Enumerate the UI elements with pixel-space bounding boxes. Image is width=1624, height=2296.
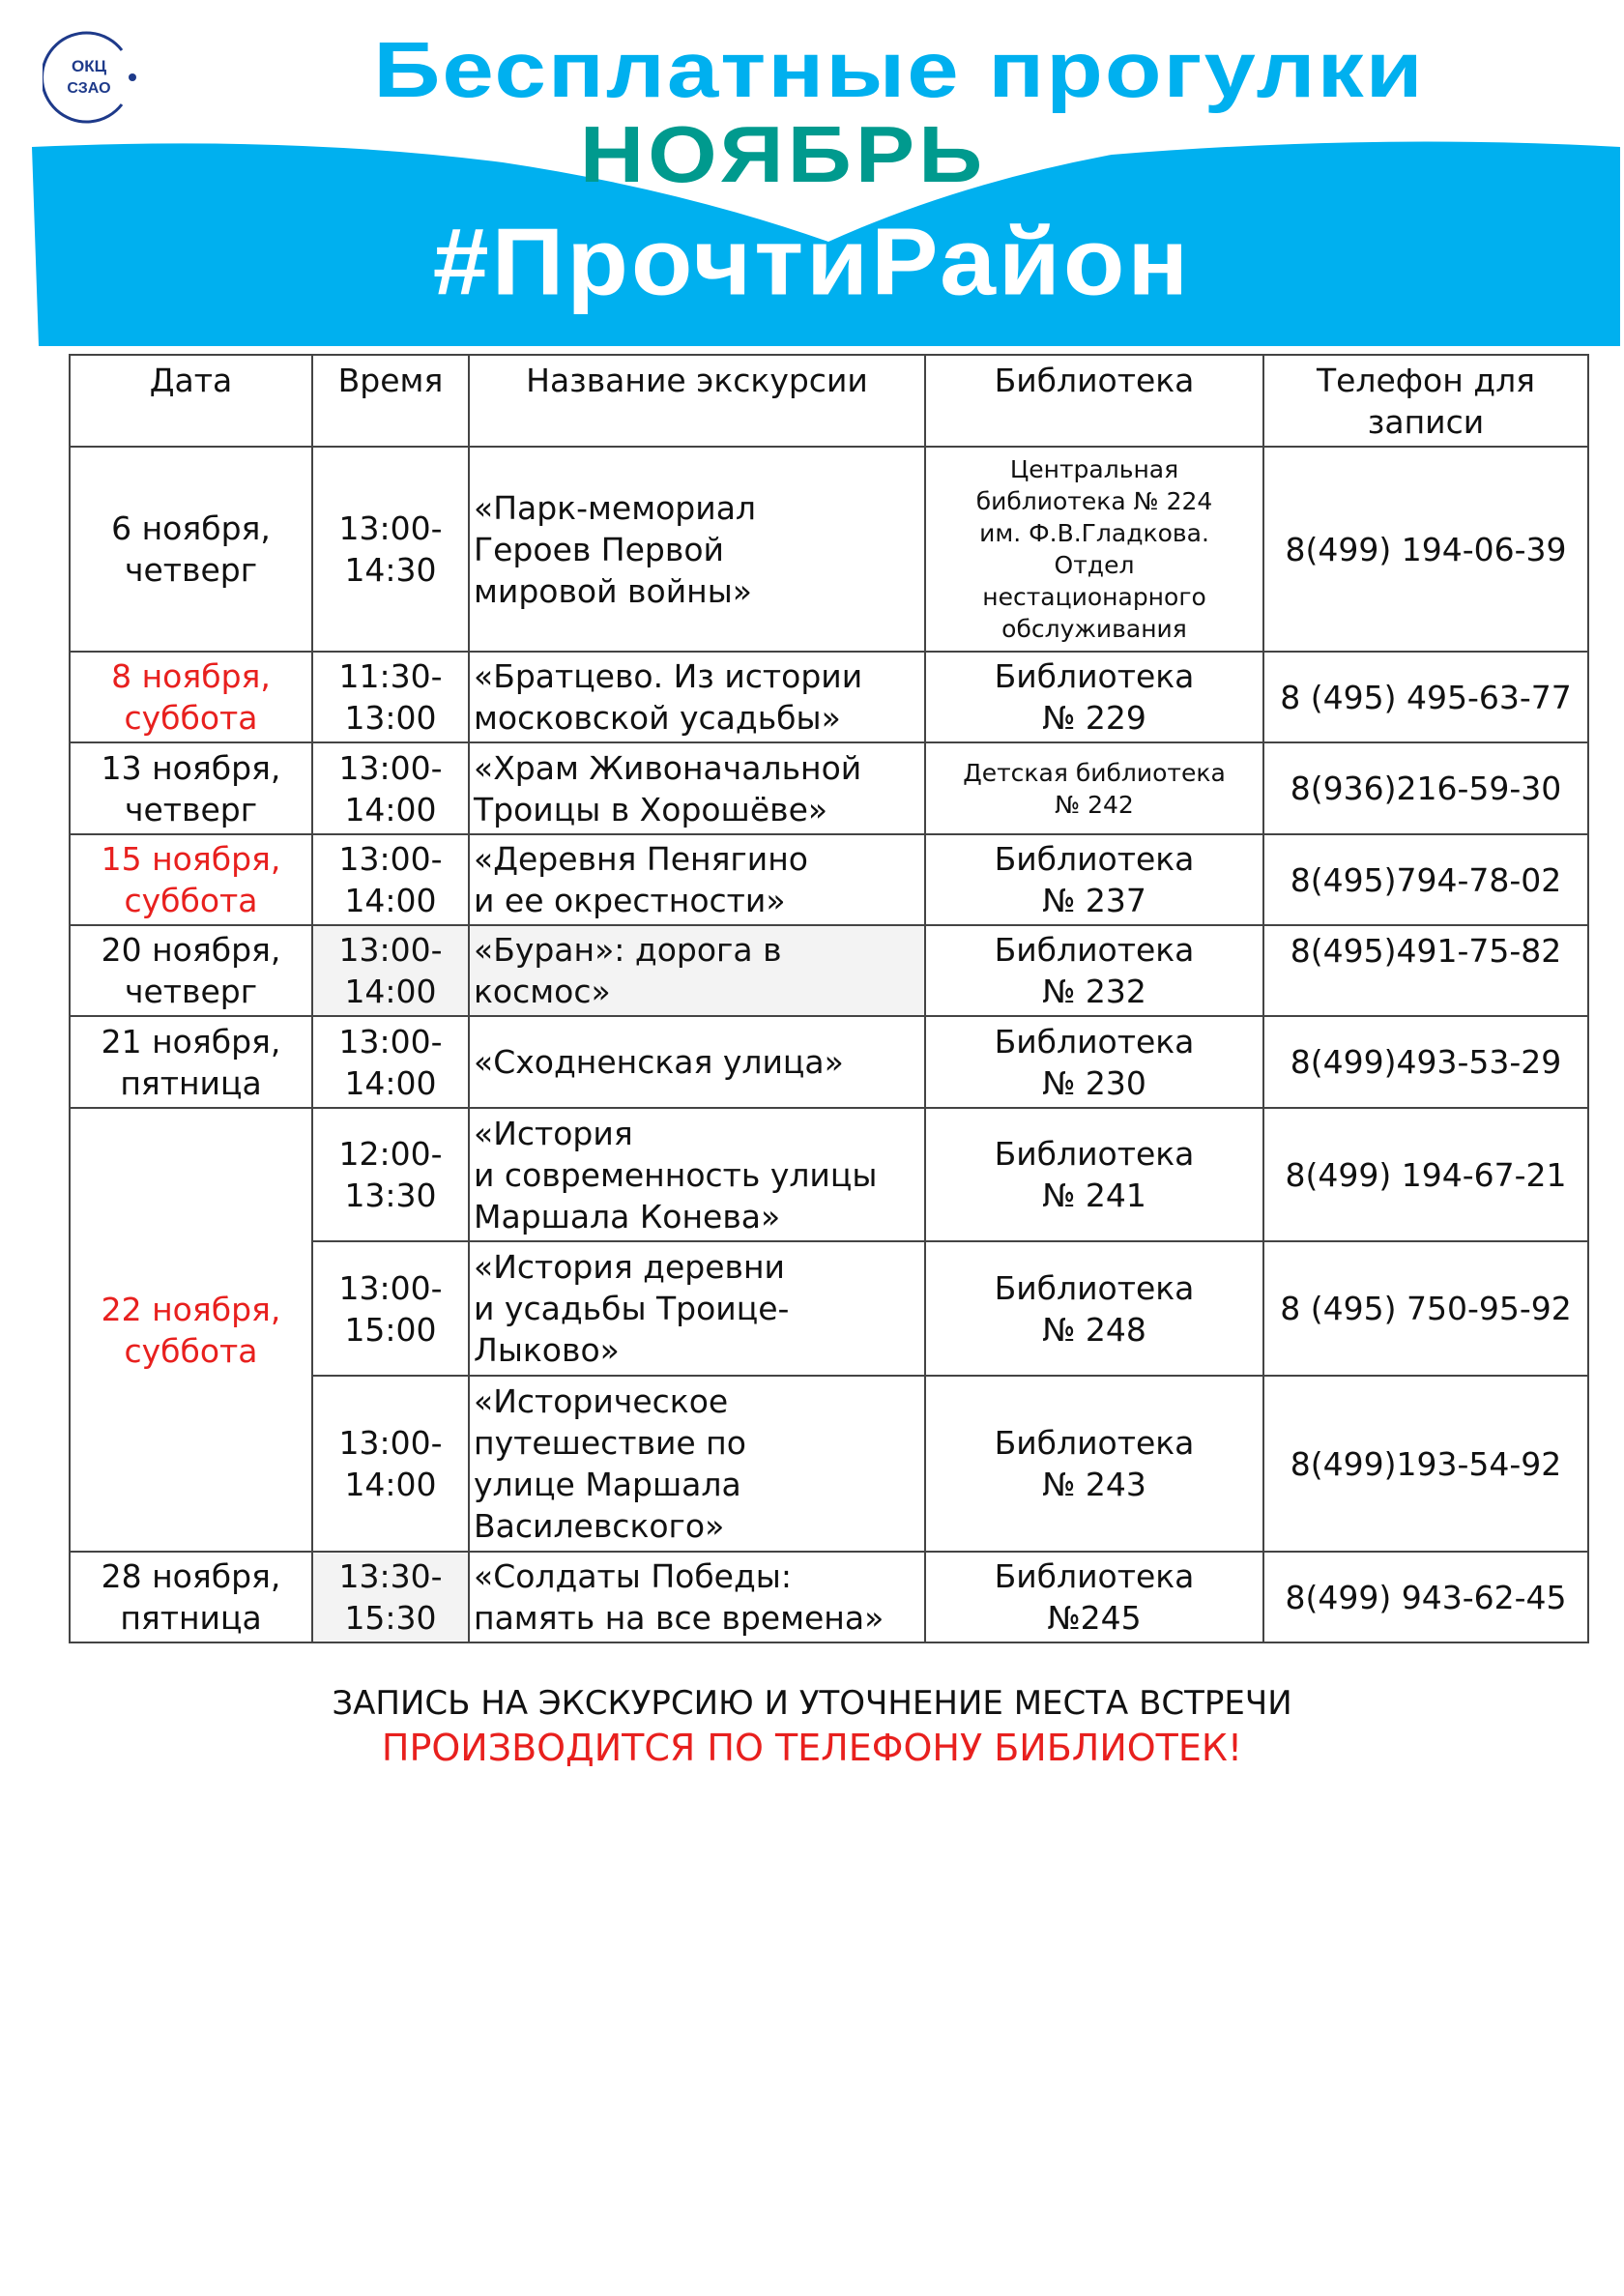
library-cell: Библиотека №245 <box>924 1551 1264 1643</box>
time-cell: 13:00- 14:00 <box>311 833 470 926</box>
table-header-row: Дата Время Название экскурсии Библиотека… <box>69 354 1589 448</box>
svg-text:СЗАО: СЗАО <box>67 80 110 97</box>
column-header-library: Библиотека <box>924 354 1264 448</box>
library-cell: Библиотека № 237 <box>924 833 1264 926</box>
time-cell: 13:30- 15:30 <box>311 1551 470 1643</box>
excursion-name-cell: «Буран»: дорога в космос» <box>468 924 926 1017</box>
table-row: 22 ноября, суббота 12:00- 13:30 «История… <box>69 1107 1589 1553</box>
excursion-name-cell: «История и современность улицы Маршала К… <box>468 1107 926 1242</box>
excursion-name-cell: «Историческое путешествие по улице Марша… <box>468 1375 926 1553</box>
library-cell: Библиотека № 232 <box>924 924 1264 1017</box>
banner-background <box>32 141 1620 346</box>
footer-note-emphasis: ПРОИЗВОДИТСЯ ПО ТЕЛЕФОНУ БИБЛИОТЕК! <box>381 1727 1243 1769</box>
phone-cell: 8(499) 194-67-21 <box>1262 1107 1589 1242</box>
time-cell: 13:00- 14:00 <box>311 1015 470 1109</box>
phone-cell: 8 (495) 495-63-77 <box>1262 651 1589 743</box>
library-cell: Библиотека № 241 <box>924 1107 1264 1242</box>
excursion-name-cell: «Парк-мемориал Героев Первой мировой вой… <box>468 446 926 653</box>
library-cell: Центральная библиотека № 224 им. Ф.В.Гла… <box>924 446 1264 653</box>
date-cell: 15 ноября, суббота <box>69 833 313 926</box>
date-cell: 6 ноября, четверг <box>69 446 313 653</box>
excursion-name-cell: «Солдаты Победы: память на все времена» <box>468 1551 926 1643</box>
phone-cell: 8(495)794-78-02 <box>1262 833 1589 926</box>
library-cell: Библиотека № 243 <box>924 1375 1264 1553</box>
date-cell: 22 ноября, суббота <box>69 1107 313 1553</box>
excursion-name-cell: «Братцево. Из истории московской усадьбы… <box>468 651 926 743</box>
hashtag-title: #ПрочтиРайон <box>432 208 1192 316</box>
phone-cell: 8 (495) 750-95-92 <box>1262 1240 1589 1377</box>
library-cell: Библиотека № 230 <box>924 1015 1264 1109</box>
time-cell: 13:00- 15:00 <box>311 1240 470 1377</box>
phone-cell: 8(499)193-54-92 <box>1262 1375 1589 1553</box>
time-cell: 12:00- 13:30 <box>311 1107 470 1242</box>
table-row: 13:00- 15:00 «История деревни и усадьбы … <box>70 1240 1589 1377</box>
library-cell: Библиотека № 229 <box>924 651 1264 743</box>
column-header-name: Название экскурсии <box>468 354 926 448</box>
phone-cell: 8(499) 943-62-45 <box>1262 1551 1589 1643</box>
column-header-time: Время <box>311 354 470 448</box>
phone-cell: 8(936)216-59-30 <box>1262 741 1589 835</box>
phone-cell: 8(499)493-53-29 <box>1262 1015 1589 1109</box>
excursion-name-cell: «Деревня Пенягино и ее окрестности» <box>468 833 926 926</box>
table-row: 8 ноября, суббота 11:30- 13:00 «Братцево… <box>69 651 1589 743</box>
excursion-schedule-table: Дата Время Название экскурсии Библиотека… <box>69 354 1589 1643</box>
page-title: Бесплатные прогулки <box>373 26 1425 115</box>
okc-szao-logo: ОКЦ СЗАО <box>43 31 136 124</box>
phone-cell: 8(495)491-75-82 <box>1262 924 1589 1017</box>
excursion-name-cell: «История деревни и усадьбы Троице- Лыков… <box>468 1240 926 1377</box>
svg-text:ОКЦ: ОКЦ <box>72 57 107 75</box>
time-cell: 13:00- 14:30 <box>311 446 470 653</box>
date-cell: 13 ноября, четверг <box>69 741 313 835</box>
date-cell: 20 ноября, четверг <box>69 924 313 1017</box>
time-cell: 13:00- 14:00 <box>311 741 470 835</box>
library-cell: Детская библиотека № 242 <box>924 741 1264 835</box>
table-row: 6 ноября, четверг 13:00- 14:30 «Парк-мем… <box>69 446 1589 653</box>
table-row: 20 ноября, четверг 13:00- 14:00 «Буран»:… <box>69 924 1589 1017</box>
time-cell: 13:00- 14:00 <box>311 1375 470 1553</box>
table-row: 28 ноября, пятница 13:30- 15:30 «Солдаты… <box>69 1551 1589 1643</box>
phone-cell: 8(499) 194-06-39 <box>1262 446 1589 653</box>
excursion-name-cell: «Сходненская улица» <box>468 1015 926 1109</box>
table-row: 21 ноября, пятница 13:00- 14:00 «Сходнен… <box>69 1015 1589 1109</box>
date-cell: 28 ноября, пятница <box>69 1551 313 1643</box>
date-cell: 21 ноября, пятница <box>69 1015 313 1109</box>
date-cell: 8 ноября, суббота <box>69 651 313 743</box>
month-title: НОЯБРЬ <box>579 110 987 199</box>
excursion-name-cell: «Храм Живоначальной Троицы в Хорошёве» <box>468 741 926 835</box>
column-header-phone: Телефон для записи <box>1262 354 1589 448</box>
table-row: 13 ноября, четверг 13:00- 14:00 «Храм Жи… <box>69 741 1589 835</box>
time-cell: 13:00- 14:00 <box>311 924 470 1017</box>
column-header-date: Дата <box>69 354 313 448</box>
time-cell: 11:30- 13:00 <box>311 651 470 743</box>
table-row: 15 ноября, суббота 13:00- 14:00 «Деревня… <box>69 833 1589 926</box>
footer-note: ЗАПИСЬ НА ЭКСКУРСИЮ И УТОЧНЕНИЕ МЕСТА ВС… <box>332 1684 1292 1723</box>
table-row: 13:00- 14:00 «Историческое путешествие п… <box>70 1375 1589 1553</box>
library-cell: Библиотека № 248 <box>924 1240 1264 1377</box>
